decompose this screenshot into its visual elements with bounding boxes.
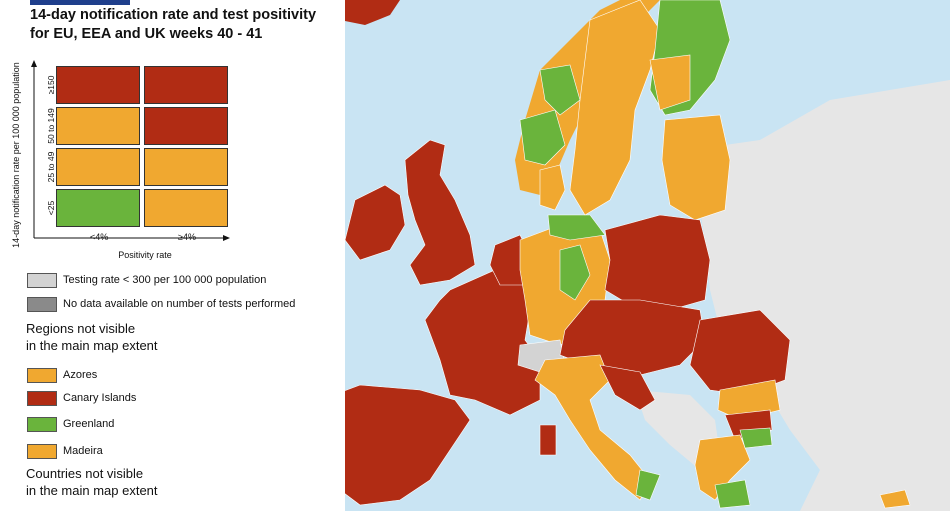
region-iceland [335,0,400,25]
matrix-y-axis-title: 14-day notification rate per 100 000 pop… [11,61,21,248]
region-label-azores: Azores [63,369,98,381]
region-germany-north [547,214,606,241]
non-eu-turkey-land [800,440,950,511]
region-denmark [539,164,566,211]
region-label-greenland: Greenland [63,418,115,430]
matrix-cell-r2-c0 [56,148,140,186]
region-greece-east [879,489,911,509]
region-norway-south [519,109,566,166]
matrix-cell-r1-c1 [144,107,228,145]
region-sardinia [539,424,557,456]
legend-panel: 14-day notification rate and test positi… [0,0,345,511]
swatch-no-data [27,297,57,312]
countries-heading: Countries not visible in the main map ex… [26,466,158,498]
region-sicily [635,469,661,501]
region-baltics [661,114,731,221]
title-line-2: for EU, EEA and UK weeks 40 - 41 [30,26,263,42]
matrix-x-axis-title: Positivity rate [118,250,172,260]
swatch-region-greenland [27,417,57,432]
swatch-testing-rate [27,273,57,288]
region-poland [604,214,711,311]
region-croatia [599,364,656,411]
x-tick-2: ≥4% [178,232,196,242]
matrix-cell-r1-c0 [56,107,140,145]
region-greece-north [739,427,773,449]
region-greece-islands [714,479,751,509]
swatch-region-madeira [27,444,57,459]
non-eu-eastern-land [690,80,950,511]
map-title: 14-day notification rate and test positi… [30,6,340,44]
legend-testing-rate-label: Testing rate < 300 per 100 000 populatio… [63,274,267,286]
region-label-canary-islands: Canary Islands [63,392,137,404]
agency-logo-strip [30,0,130,5]
swatch-region-azores [27,368,57,383]
region-finland-south [649,54,691,111]
region-label-madeira: Madeira [63,445,103,457]
regions-heading: Regions not visible in the main map exte… [26,321,158,353]
legend-no-data-label: No data available on number of tests per… [63,298,296,310]
matrix-cell-r3-c1 [144,189,228,227]
region-norway-west [539,64,581,116]
matrix-cell-r2-c1 [144,148,228,186]
region-germany-east [559,244,591,301]
region-ireland [344,184,406,261]
title-line-1: 14-day notification rate and test positi… [30,7,317,23]
region-uk [404,139,476,286]
matrix-cell-r0-c0 [56,66,140,104]
x-tick-1: <4% [90,232,109,242]
matrix-cell-r0-c1 [144,66,228,104]
swatch-region-canary-islands [27,391,57,406]
matrix-cell-r3-c0 [56,189,140,227]
matrix-axes [31,60,230,241]
